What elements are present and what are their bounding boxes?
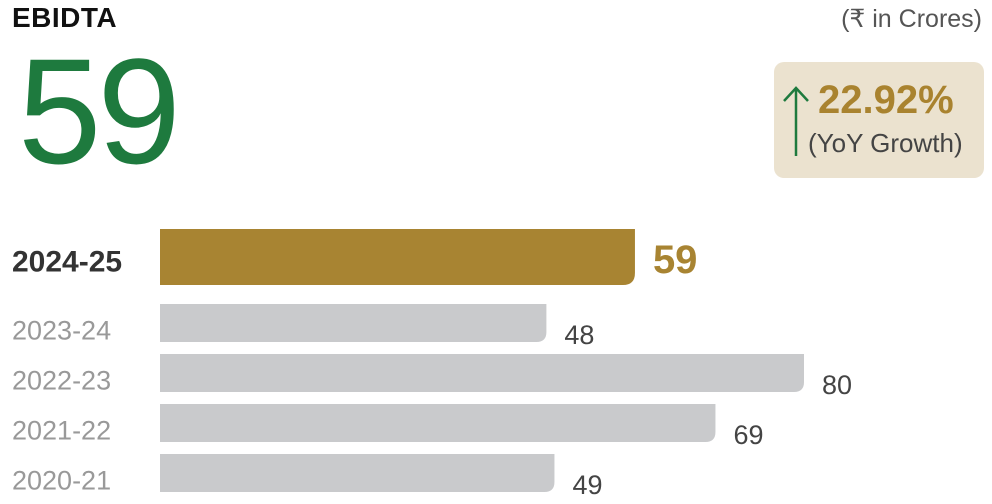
category-label-2020-21: 2020-21 xyxy=(12,465,111,495)
value-label-2022-23: 80 xyxy=(822,370,852,400)
bar-2024-25 xyxy=(160,229,635,285)
category-label-2024-25: 2024-25 xyxy=(12,246,122,279)
unit-label: (₹ in Crores) xyxy=(841,5,982,33)
chart-title: EBIDTA xyxy=(12,2,118,33)
growth-label: (YoY Growth) xyxy=(808,128,963,158)
bar-2022-23 xyxy=(160,354,804,392)
category-label-2022-23: 2022-23 xyxy=(12,365,111,395)
value-label-2024-25: 59 xyxy=(653,238,698,282)
up-arrow-icon xyxy=(783,86,809,156)
growth-badge: 22.92% (YoY Growth) xyxy=(774,62,984,178)
category-label-2023-24: 2023-24 xyxy=(12,315,111,345)
value-label-2020-21: 49 xyxy=(572,470,602,500)
value-label-2023-24: 48 xyxy=(564,320,594,350)
bar-2023-24 xyxy=(160,304,547,342)
value-label-2021-22: 69 xyxy=(733,420,763,450)
category-label-2021-22: 2021-22 xyxy=(12,415,111,445)
bar-2020-21 xyxy=(160,454,555,492)
headline-value: 59 xyxy=(18,27,181,195)
growth-percent: 22.92% xyxy=(818,78,954,122)
bar-2021-22 xyxy=(160,404,716,442)
